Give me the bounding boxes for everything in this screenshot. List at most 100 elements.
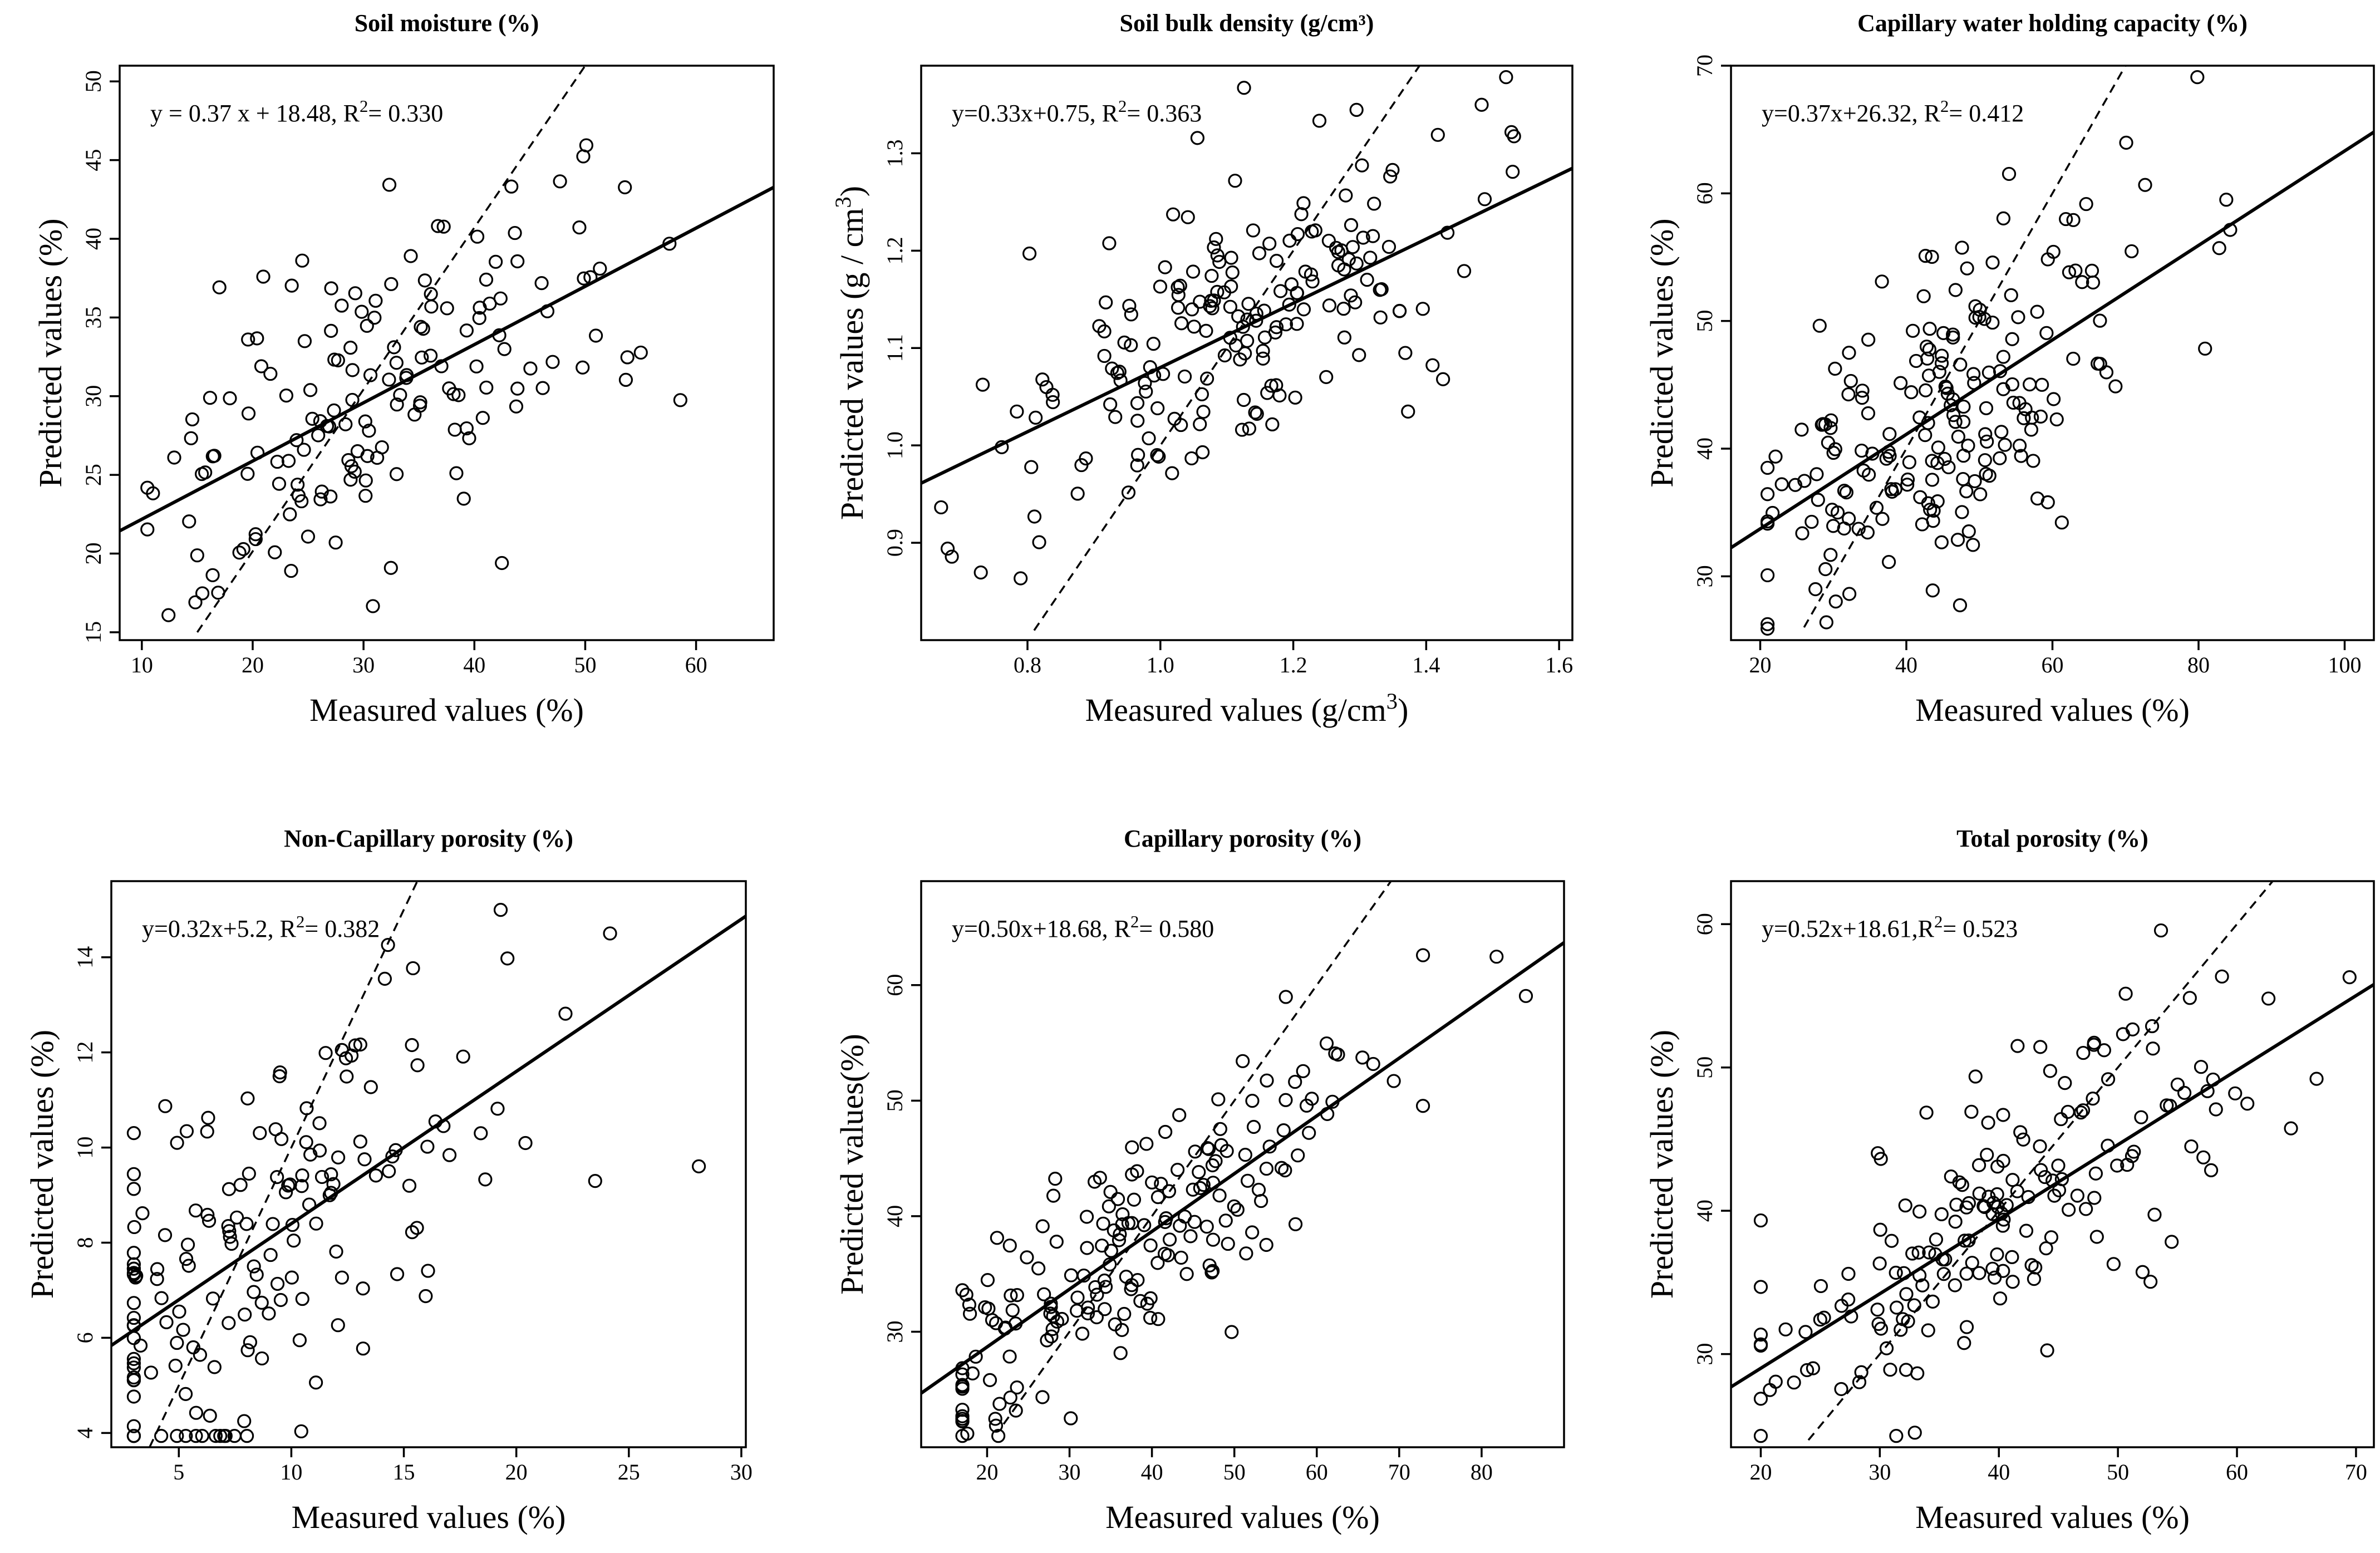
- data-point: [1979, 401, 1994, 415]
- data-point: [1873, 1222, 1887, 1237]
- data-point: [1224, 250, 1238, 265]
- data-point: [239, 1217, 254, 1231]
- x-tick-label: 30: [1059, 1459, 1081, 1485]
- data-point: [456, 492, 471, 506]
- data-point: [1885, 484, 1899, 499]
- data-point: [1872, 1256, 1887, 1271]
- data-point: [673, 393, 687, 407]
- data-point: [2190, 70, 2205, 85]
- data-point: [1171, 280, 1185, 294]
- data-point: [1045, 1322, 1060, 1336]
- data-point: [1211, 1092, 1226, 1107]
- data-point: [1048, 1172, 1063, 1186]
- data-point: [1199, 323, 1213, 338]
- data-point: [363, 1080, 378, 1094]
- data-point: [470, 229, 485, 244]
- x-tick-label: 70: [2345, 1459, 2367, 1485]
- data-point: [1125, 1140, 1139, 1154]
- data-point: [2196, 1150, 2211, 1164]
- data-point: [223, 391, 237, 406]
- data-point: [1360, 273, 1374, 287]
- data-point: [1037, 1287, 1051, 1301]
- data-point: [1855, 384, 1870, 398]
- data-point: [1923, 503, 1938, 517]
- data-point: [1985, 255, 2000, 270]
- data-point: [383, 561, 398, 575]
- data-point: [1096, 1216, 1110, 1231]
- data-point: [1894, 376, 1908, 390]
- data-point: [1130, 396, 1145, 410]
- data-point: [2076, 1045, 2091, 1060]
- data-point: [1124, 307, 1138, 322]
- data-point: [1110, 366, 1124, 380]
- data-point: [2177, 1085, 2192, 1100]
- data-point: [497, 342, 512, 356]
- data-point: [292, 1333, 307, 1348]
- data-point: [1883, 1363, 1897, 1377]
- data-point: [200, 1207, 215, 1222]
- data-point: [2070, 1188, 2084, 1203]
- data-point: [195, 1429, 209, 1443]
- data-point: [1245, 1225, 1260, 1240]
- data-point: [272, 476, 287, 491]
- data-point: [382, 1164, 396, 1178]
- x-tick-label: 60: [685, 652, 707, 677]
- data-point: [1172, 1108, 1187, 1122]
- one-to-one-line: [196, 66, 586, 633]
- data-point: [1035, 372, 1050, 387]
- data-point: [1112, 1233, 1127, 1247]
- data-point: [1040, 1333, 1054, 1348]
- data-point: [1922, 342, 1936, 357]
- data-point: [389, 467, 404, 481]
- data-point: [283, 507, 297, 522]
- data-point: [1196, 405, 1211, 419]
- data-point: [1506, 165, 1520, 179]
- data-point: [1171, 1163, 1185, 1177]
- data-point: [1873, 1152, 1888, 1166]
- data-point: [382, 372, 396, 387]
- y-tick-label: 30: [882, 1320, 907, 1343]
- data-point: [2024, 422, 2039, 437]
- data-point: [1957, 1336, 1971, 1350]
- x-tick-label: 0.8: [1014, 652, 1041, 677]
- data-point: [2284, 1121, 2298, 1136]
- data-point: [2145, 1019, 2160, 1034]
- data-point: [1842, 587, 1857, 601]
- data-point: [1113, 1346, 1128, 1360]
- y-tick-label: 45: [81, 149, 106, 171]
- data-point: [238, 1308, 252, 1322]
- plot-frame: [1730, 65, 2375, 641]
- data-point: [312, 1143, 327, 1158]
- data-point: [250, 331, 264, 346]
- data-point: [1139, 384, 1153, 399]
- data-point: [1925, 583, 1940, 598]
- data-point: [1489, 950, 1504, 964]
- x-axis-label: Measured values (%): [1105, 1499, 1380, 1535]
- data-point: [1049, 1235, 1064, 1249]
- x-tick-label: 40: [1988, 1459, 2010, 1485]
- data-point: [1980, 434, 1994, 449]
- data-points: [126, 903, 706, 1443]
- data-point: [459, 323, 474, 338]
- data-point: [1344, 288, 1358, 303]
- data-point: [1196, 1178, 1211, 1192]
- data-point: [1205, 301, 1219, 316]
- data-point: [203, 391, 218, 405]
- data-point: [1312, 114, 1327, 128]
- data-point: [2025, 410, 2039, 425]
- data-point: [620, 350, 635, 365]
- data-point: [1996, 350, 2010, 364]
- data-point: [1884, 1233, 1899, 1248]
- data-point: [294, 494, 309, 509]
- data-point: [992, 1397, 1007, 1411]
- data-point: [1024, 460, 1039, 474]
- data-point: [1121, 485, 1136, 500]
- y-tick-label: 50: [882, 1089, 907, 1112]
- data-point: [1095, 1239, 1109, 1253]
- data-point: [1284, 277, 1299, 292]
- data-point: [338, 417, 353, 431]
- y-tick-label: 1.2: [882, 237, 907, 264]
- data-point: [1925, 473, 1940, 487]
- data-point: [1753, 1213, 1768, 1228]
- data-point: [1070, 486, 1085, 501]
